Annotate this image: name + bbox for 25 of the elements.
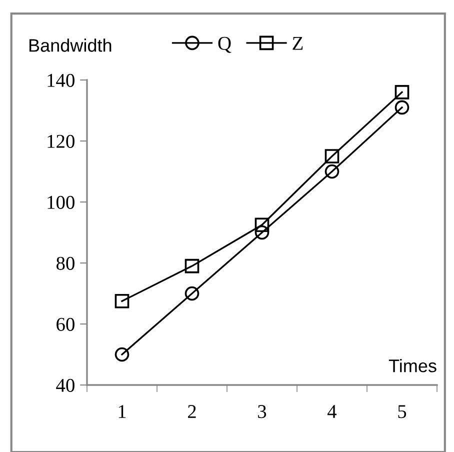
y-tick-label: 80 [56, 256, 74, 270]
x-tick-label: 3 [258, 405, 266, 418]
point [394, 100, 410, 115]
legend-label: Q [218, 36, 232, 53]
point [184, 286, 200, 301]
point [324, 149, 340, 164]
y-axis-title: Bandwidth [29, 38, 112, 52]
point [184, 258, 200, 274]
point [114, 294, 130, 308]
point [254, 218, 270, 232]
x-tick-label: 5 [398, 405, 406, 418]
x-axis-title: Times [388, 359, 436, 372]
point [324, 164, 340, 179]
legend-label: Z [292, 37, 303, 50]
point [114, 347, 130, 362]
y-tick-label: 120 [48, 134, 74, 148]
y-tick-label: 60 [56, 318, 74, 331]
x-tick-label: 2 [188, 405, 196, 418]
x-tick-label: 1 [118, 405, 126, 418]
y-tick-label: 140 [48, 74, 74, 87]
y-tick-label: 100 [48, 196, 74, 209]
point [254, 225, 270, 240]
x-tick-label: 4 [328, 405, 337, 418]
y-tick-label: 40 [56, 378, 74, 392]
point [394, 85, 410, 100]
